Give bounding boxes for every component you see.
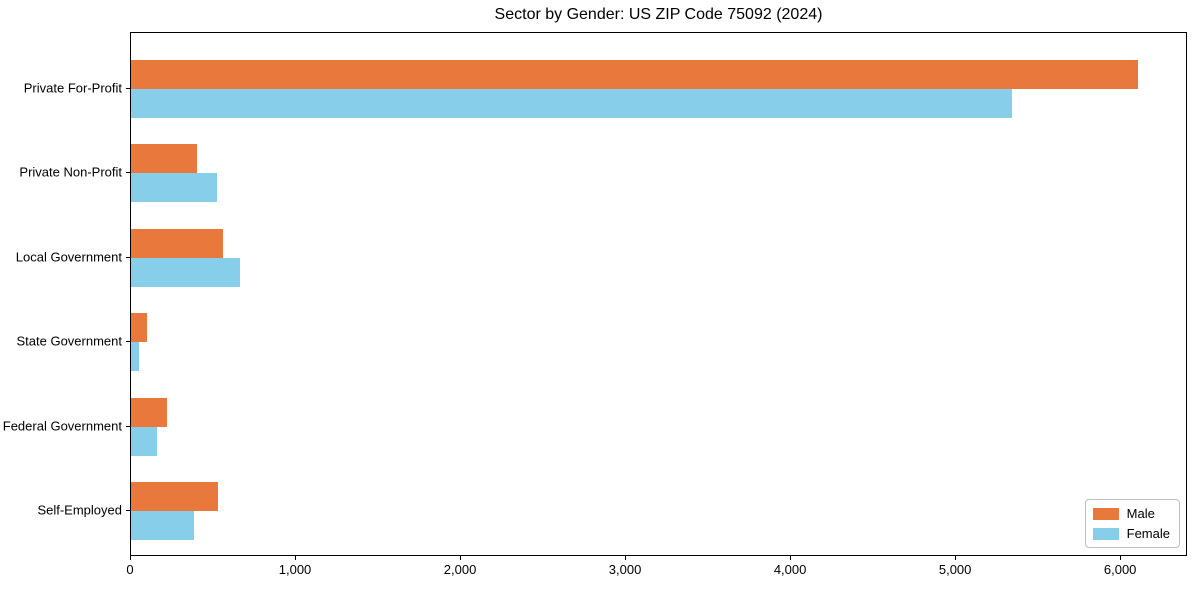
y-axis-tick (126, 172, 130, 174)
bar-male-private-non-profit (131, 144, 197, 174)
y-axis-label: Federal Government (2, 418, 122, 434)
legend: Male Female (1084, 499, 1180, 548)
plot-area: Male Female (130, 32, 1187, 556)
x-axis-tick (790, 556, 792, 560)
x-axis-tick (460, 556, 462, 560)
bar-female-private-for-profit (131, 89, 1013, 118)
legend-label-female: Female (1126, 526, 1170, 541)
x-axis-tick (130, 556, 131, 560)
x-axis-tick-label: 5,000 (938, 562, 972, 577)
legend-entry-male: Male (1092, 506, 1170, 521)
x-axis-tick-label: 3,000 (608, 562, 642, 577)
legend-entry-female: Female (1092, 526, 1170, 541)
x-axis-tick-label: 1,000 (278, 562, 312, 577)
y-axis-label: State Government (16, 333, 123, 349)
x-axis-tick-label: 0 (126, 562, 134, 577)
x-axis-tick (625, 556, 627, 560)
y-axis-tick (126, 425, 130, 427)
y-axis-label: Private For-Profit (23, 80, 122, 96)
bar-male-self-employed (131, 482, 218, 511)
x-axis-tick (295, 556, 297, 560)
bar-female-federal-government (131, 426, 158, 456)
bar-female-self-employed (131, 511, 194, 540)
bar-male-state-government (131, 313, 147, 343)
y-axis-tick (126, 510, 130, 511)
y-axis-label: Self-Employed (37, 502, 122, 518)
bar-male-local-government (131, 228, 223, 258)
y-axis-tick (126, 88, 130, 89)
bar-female-local-government (131, 257, 240, 287)
y-axis-tick (126, 341, 130, 343)
x-axis-tick (1120, 556, 1122, 560)
legend-swatch-male-icon (1092, 507, 1119, 520)
x-axis-tick-label: 4,000 (773, 562, 807, 577)
x-axis-tick-label: 2,000 (443, 562, 477, 577)
bar-female-state-government (131, 342, 140, 372)
bar-male-private-for-profit (131, 60, 1138, 89)
bar-male-federal-government (131, 397, 168, 427)
y-axis-tick (126, 256, 130, 258)
y-axis-label: Private Non-Profit (19, 164, 122, 180)
x-axis-tick-label: 6,000 (1103, 562, 1137, 577)
x-axis-tick (955, 556, 957, 560)
legend-label-male: Male (1126, 506, 1155, 521)
chart-title: Sector by Gender: US ZIP Code 75092 (202… (494, 6, 823, 23)
legend-swatch-female-icon (1092, 527, 1119, 540)
y-axis-label: Local Government (15, 249, 122, 265)
bar-female-private-non-profit (131, 173, 217, 203)
